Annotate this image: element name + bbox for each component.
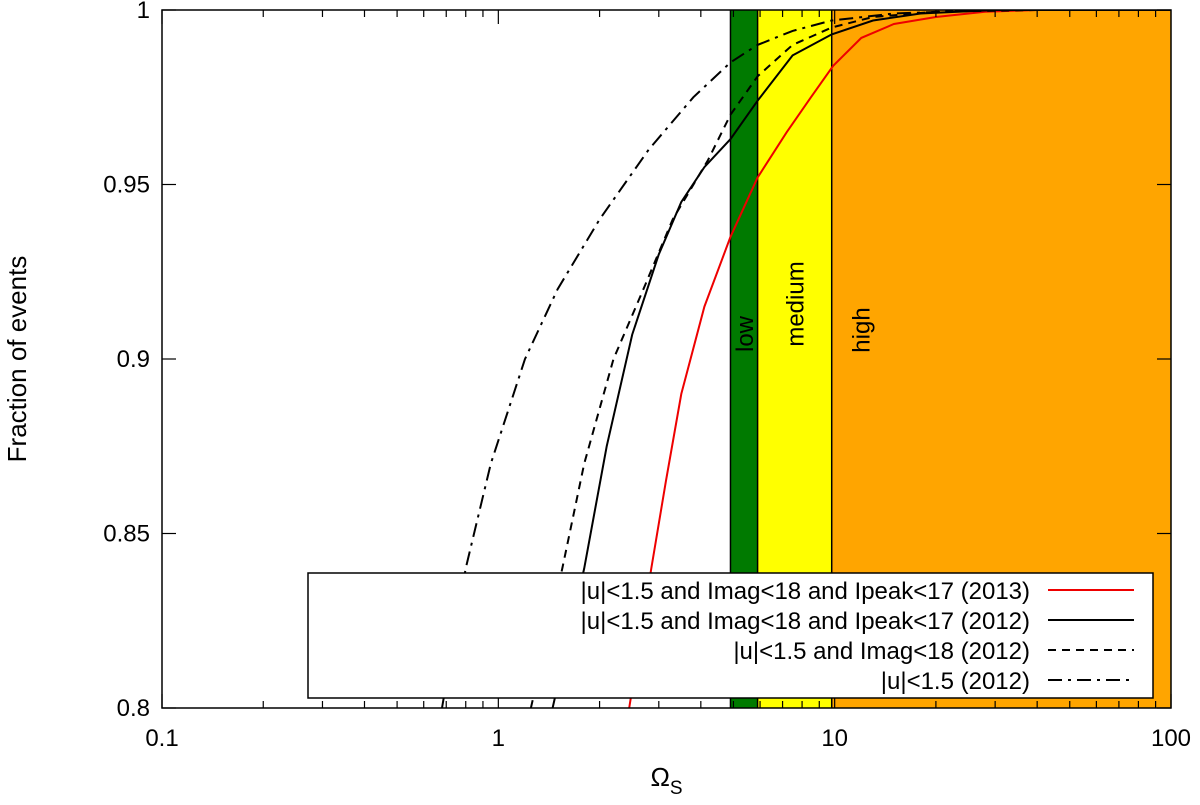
band-label-low: low xyxy=(732,315,759,352)
x-axis-title-main: Ω xyxy=(650,762,669,792)
legend-entry-label: |u|<1.5 (2012) xyxy=(881,668,1030,695)
y-tick-label: 1 xyxy=(137,0,150,24)
x-tick-label: 1 xyxy=(492,725,505,752)
band-labels-layer: low medium high xyxy=(732,261,876,352)
series-line-2 xyxy=(551,10,1171,708)
band-label-high: high xyxy=(849,307,876,352)
series-line-3 xyxy=(529,10,1171,708)
legend-entry-label: |u|<1.5 and Imag<18 and Ipeak<17 (2012) xyxy=(581,608,1030,635)
y-tick-label: 0.8 xyxy=(117,695,150,722)
series-line-4 xyxy=(441,10,1171,708)
series-line-1 xyxy=(628,10,1171,708)
y-axis-title: Fraction of events xyxy=(2,256,32,463)
y-tick-label: 0.9 xyxy=(117,346,150,373)
ticks-layer: 0.1 1 10 100 0.8 0.85 0.9 0.95 1 xyxy=(103,0,1191,752)
y-tick-label: 0.85 xyxy=(103,521,150,548)
legend-entry-label: |u|<1.5 and Imag<18 and Ipeak<17 (2013) xyxy=(581,578,1030,605)
legend-entry-label: |u|<1.5 and Imag<18 (2012) xyxy=(733,638,1030,665)
series-layer xyxy=(441,10,1171,708)
x-axis-title-subscript: S xyxy=(670,778,683,799)
x-tick-label: 0.1 xyxy=(145,725,178,752)
legend-box xyxy=(307,572,1154,699)
legend-layer: |u|<1.5 and Imag<18 and Ipeak<17 (2013) |… xyxy=(307,572,1154,699)
x-tick-label: 100 xyxy=(1151,725,1191,752)
band-label-medium: medium xyxy=(783,261,810,346)
y-tick-label: 0.95 xyxy=(103,172,150,199)
x-tick-label: 10 xyxy=(821,725,848,752)
x-axis-title: ΩS xyxy=(650,762,682,799)
plot-frame xyxy=(161,9,1172,709)
